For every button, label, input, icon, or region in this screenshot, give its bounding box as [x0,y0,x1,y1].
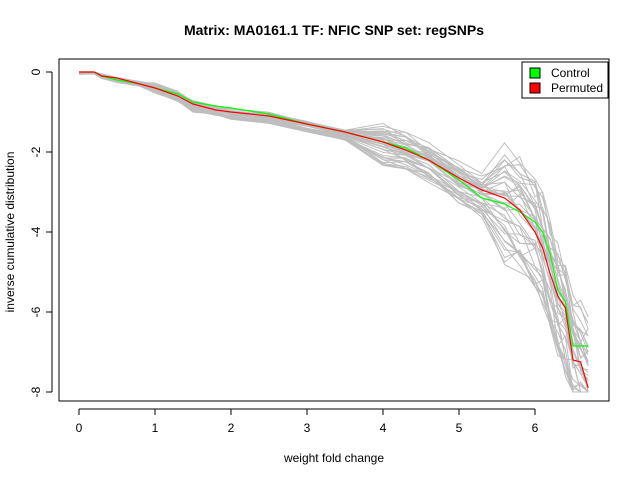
chart-title: Matrix: MA0161.1 TF: NFIC SNP set: regSN… [184,22,484,38]
background-run-line [78,73,589,393]
background-run-line [79,71,589,359]
series-line-permuted [79,71,589,389]
y-tick-label: -2 [29,146,43,157]
y-axis-label: inverse cumulative distribution [3,152,17,313]
legend: Control Permuted [521,61,609,99]
x-tick-label: 1 [152,421,159,435]
x-tick-label: 2 [228,421,235,435]
legend-swatch-control [529,67,541,79]
legend-label-control: Control [551,66,590,80]
x-axis-label: weight fold change [283,451,384,465]
y-tick-label: -8 [29,386,43,397]
y-tick-label: 0 [29,68,43,75]
background-run-line [79,71,589,337]
y-tick-label: -4 [29,226,43,237]
background-run-line [79,71,589,330]
y-axis: 0 -2 -4 -6 -8 [29,68,53,397]
legend-swatch-permuted [529,82,541,94]
plot-frame [58,58,610,402]
background-run-line [78,72,589,393]
legend-label-permuted: Permuted [551,81,603,95]
x-tick-label: 6 [532,421,539,435]
x-tick-label: 5 [456,421,463,435]
y-tick-label: -6 [29,306,43,317]
x-tick-label: 0 [76,421,83,435]
x-tick-label: 3 [304,421,311,435]
x-tick-label: 4 [380,421,387,435]
x-axis: 0 1 2 3 4 5 6 [76,408,539,435]
series-lines [79,71,589,389]
